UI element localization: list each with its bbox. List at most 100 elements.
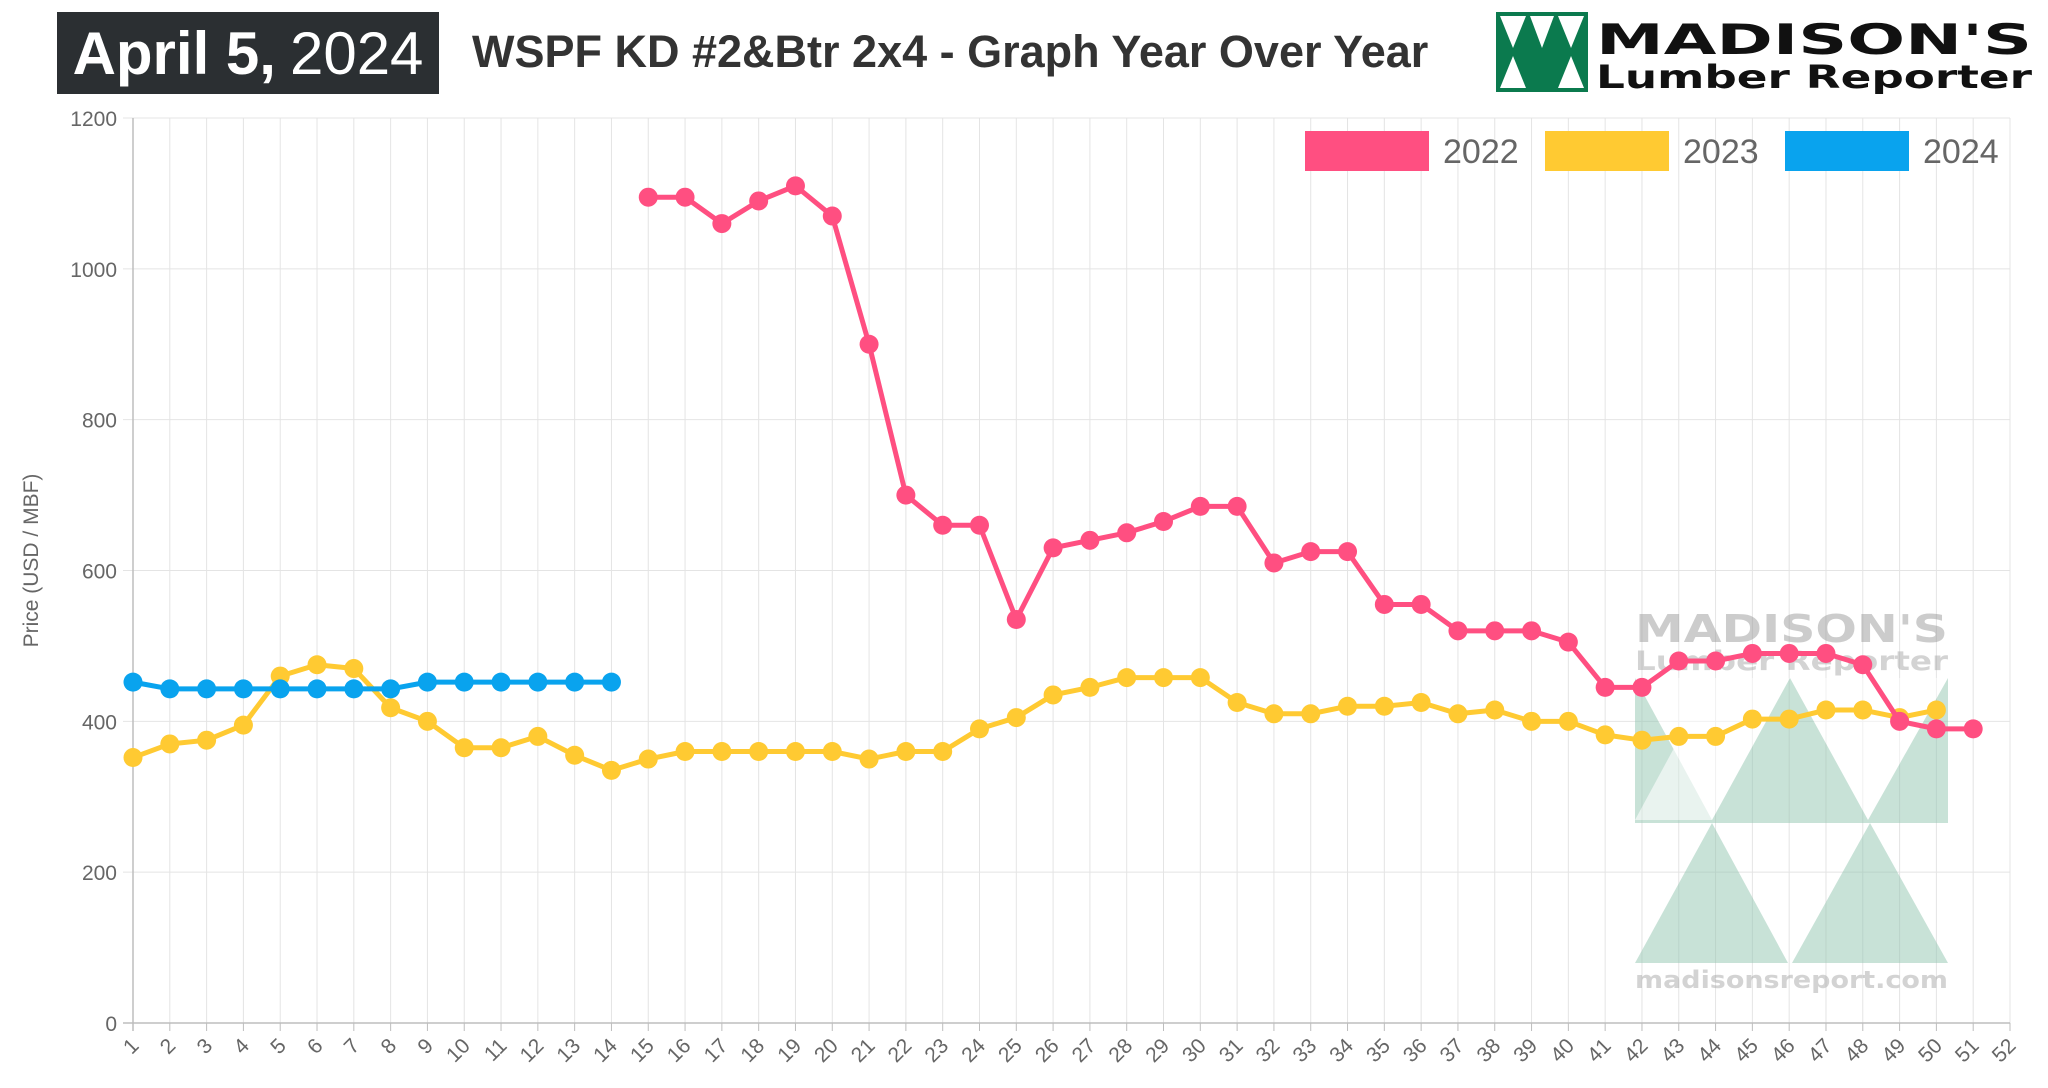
watermark-line1: MADISON'S bbox=[1635, 607, 1948, 651]
x-tick-label: 36 bbox=[1399, 1034, 1432, 1067]
data-point-2022 bbox=[1117, 523, 1137, 543]
x-tick-label: 38 bbox=[1472, 1034, 1505, 1067]
y-tick-label: 200 bbox=[82, 862, 117, 885]
data-point-2023 bbox=[1522, 711, 1542, 731]
x-tick-label: 42 bbox=[1620, 1034, 1653, 1067]
data-point-2023 bbox=[896, 742, 916, 761]
data-point-2022 bbox=[933, 515, 953, 535]
data-point-2023 bbox=[785, 742, 805, 761]
date-year: 2024 bbox=[289, 19, 424, 87]
x-tick-label: 32 bbox=[1252, 1034, 1285, 1067]
y-tick-label: 600 bbox=[82, 561, 117, 584]
data-point-2022 bbox=[1595, 677, 1615, 697]
data-point-2022 bbox=[1227, 496, 1247, 516]
data-point-2022 bbox=[1816, 643, 1836, 663]
data-point-2023 bbox=[233, 715, 253, 735]
data-point-2023 bbox=[969, 719, 989, 739]
logo-mark-icon bbox=[1496, 12, 1588, 92]
data-point-2022 bbox=[1301, 542, 1321, 562]
data-point-2024 bbox=[454, 672, 474, 692]
data-point-2023 bbox=[1080, 677, 1100, 697]
data-point-2022 bbox=[1006, 610, 1026, 630]
data-point-2024 bbox=[233, 679, 253, 699]
data-point-2023 bbox=[1154, 668, 1174, 688]
x-tick-label: 6 bbox=[303, 1034, 328, 1059]
legend-label-2023: 2023 bbox=[1683, 133, 1759, 171]
x-tick-label: 34 bbox=[1325, 1034, 1358, 1067]
x-tick-label: 48 bbox=[1841, 1034, 1874, 1067]
data-point-2022 bbox=[675, 187, 695, 207]
data-point-2023 bbox=[565, 745, 585, 765]
x-tick-label: 45 bbox=[1730, 1034, 1763, 1067]
x-tick-label: 28 bbox=[1104, 1034, 1137, 1067]
x-tick-label: 50 bbox=[1914, 1034, 1947, 1067]
watermark-facet bbox=[1635, 678, 1712, 820]
x-tick-label: 2 bbox=[156, 1034, 181, 1059]
data-point-2023 bbox=[1227, 692, 1247, 712]
data-point-2023 bbox=[160, 734, 180, 754]
data-point-2023 bbox=[1448, 704, 1468, 724]
data-point-2023 bbox=[712, 742, 732, 761]
x-tick-label: 19 bbox=[773, 1034, 806, 1067]
data-point-2024 bbox=[160, 679, 180, 699]
legend-swatch-2022 bbox=[1305, 131, 1429, 171]
data-point-2023 bbox=[1338, 696, 1358, 716]
x-tick-label: 30 bbox=[1178, 1034, 1211, 1067]
x-tick-label: 47 bbox=[1804, 1034, 1837, 1067]
x-tick-label: 17 bbox=[700, 1034, 733, 1067]
x-tick-label: 40 bbox=[1546, 1034, 1579, 1067]
data-point-2022 bbox=[1963, 719, 1983, 739]
data-point-2024 bbox=[381, 679, 401, 699]
x-tick-label: 26 bbox=[1031, 1034, 1064, 1067]
data-point-2023 bbox=[1706, 726, 1726, 746]
data-point-2023 bbox=[1117, 668, 1137, 688]
data-point-2024 bbox=[123, 672, 143, 692]
watermark-url: madisonsreport.com bbox=[1635, 966, 1948, 994]
data-point-2022 bbox=[1043, 538, 1063, 558]
data-point-2022 bbox=[1411, 594, 1431, 614]
data-point-2022 bbox=[859, 334, 879, 354]
data-point-2022 bbox=[1522, 621, 1542, 641]
series-2022 bbox=[638, 176, 1983, 739]
x-tick-label: 10 bbox=[442, 1034, 475, 1067]
watermark-tri bbox=[1635, 823, 1788, 963]
x-tick-label: 14 bbox=[589, 1034, 622, 1067]
x-tick-label: 43 bbox=[1657, 1034, 1690, 1067]
chart-title: WSPF KD #2&Btr 2x4 - Graph Year Over Yea… bbox=[472, 26, 1429, 77]
data-point-2023 bbox=[1816, 700, 1836, 720]
data-point-2024 bbox=[528, 672, 548, 692]
y-tick-label: 800 bbox=[82, 410, 117, 433]
data-point-2022 bbox=[1558, 632, 1578, 652]
legend-swatch-2023 bbox=[1545, 131, 1669, 171]
x-tick-label: 3 bbox=[193, 1034, 218, 1059]
x-tick-label: 29 bbox=[1141, 1034, 1174, 1067]
data-point-2024 bbox=[307, 679, 327, 699]
data-point-2023 bbox=[1632, 730, 1652, 750]
data-point-2022 bbox=[822, 206, 842, 226]
data-point-2023 bbox=[822, 742, 842, 761]
watermark-tri bbox=[1792, 823, 1948, 963]
data-point-2023 bbox=[1742, 709, 1762, 729]
data-point-2023 bbox=[197, 730, 217, 750]
x-tick-label: 21 bbox=[847, 1034, 880, 1067]
data-point-2024 bbox=[270, 679, 290, 699]
x-tick-label: 9 bbox=[413, 1034, 438, 1059]
data-point-2022 bbox=[1080, 530, 1100, 550]
x-tick-label: 31 bbox=[1215, 1034, 1248, 1067]
data-point-2022 bbox=[785, 176, 805, 196]
y-tick-label: 1000 bbox=[70, 259, 117, 282]
data-point-2023 bbox=[381, 698, 401, 718]
x-tick-label: 49 bbox=[1877, 1034, 1910, 1067]
series-2024 bbox=[123, 672, 621, 699]
data-point-2023 bbox=[675, 742, 695, 761]
data-point-2024 bbox=[601, 672, 621, 692]
data-point-2023 bbox=[749, 742, 769, 761]
series-2023 bbox=[123, 655, 1946, 780]
data-point-2023 bbox=[1558, 711, 1578, 731]
x-tick-label: 8 bbox=[377, 1034, 402, 1059]
data-point-2022 bbox=[1926, 719, 1946, 739]
data-point-2023 bbox=[1595, 725, 1615, 745]
data-point-2023 bbox=[1411, 692, 1431, 712]
x-tick-label: 44 bbox=[1693, 1034, 1726, 1067]
data-point-2022 bbox=[896, 485, 916, 505]
